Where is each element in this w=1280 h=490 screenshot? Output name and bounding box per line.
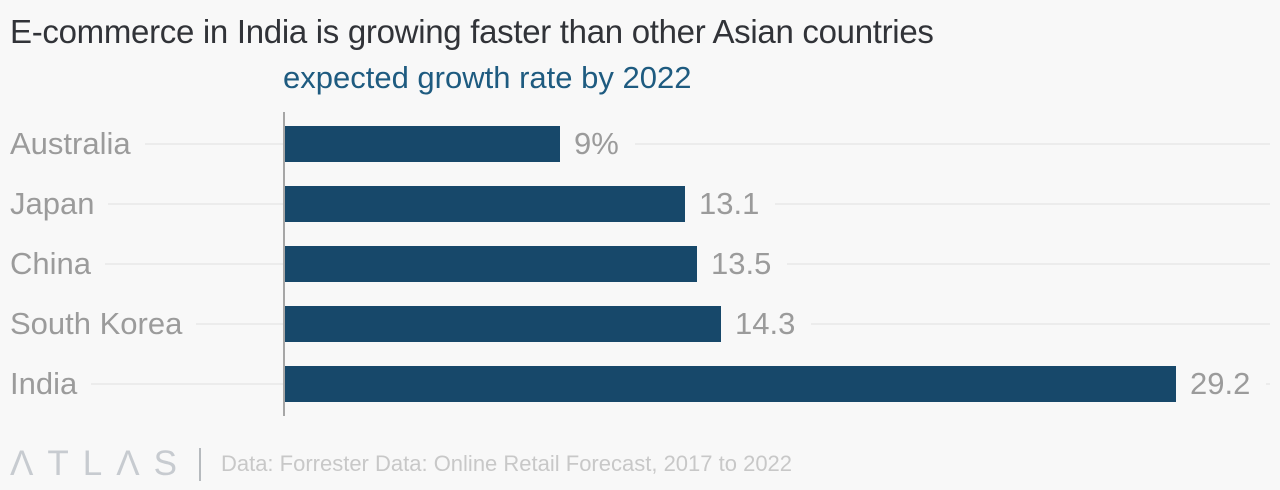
value-label: 13.1: [699, 186, 760, 221]
category-label-area: Australia: [0, 114, 285, 174]
bar: [285, 246, 697, 282]
category-label: Japan: [10, 186, 95, 221]
bar: [285, 186, 685, 222]
category-label-area: China: [0, 234, 285, 294]
y-axis-line: [283, 112, 285, 416]
value-leader-line: [1266, 383, 1270, 385]
chart-subtitle: expected growth rate by 2022: [283, 60, 692, 95]
bar-row: China 13.5: [0, 234, 1280, 294]
label-leader-line: [108, 203, 283, 205]
bar: [285, 366, 1176, 402]
chart-title: E-commerce in India is growing faster th…: [10, 13, 934, 50]
bar-chart-plot: Australia 9% Japan 13.1 China 13.5 South…: [0, 112, 1280, 416]
footer-divider: [198, 447, 201, 481]
value-leader-line: [787, 263, 1270, 265]
bar: [285, 126, 560, 162]
bar: [285, 306, 721, 342]
category-label-area: India: [0, 354, 285, 414]
bar-rows: Australia 9% Japan 13.1 China 13.5 South…: [0, 114, 1280, 414]
label-leader-line: [91, 383, 283, 385]
footer: ΛTLΛS Data: Forrester Data: Online Retai…: [10, 442, 1270, 486]
label-leader-line: [196, 323, 283, 325]
value-label: 13.5: [711, 246, 772, 281]
value-label: 29.2: [1190, 366, 1251, 401]
category-label: China: [10, 246, 91, 281]
data-source-text: Data: Forrester Data: Online Retail Fore…: [220, 451, 793, 476]
bar-row: India 29.2: [0, 354, 1280, 414]
chart-header: E-commerce in India is growing faster th…: [0, 0, 1280, 97]
category-label: South Korea: [10, 306, 183, 341]
value-leader-line: [811, 323, 1270, 325]
category-label-area: Japan: [0, 174, 285, 234]
label-leader-line: [105, 263, 283, 265]
value-leader-line: [775, 203, 1270, 205]
value-label: 14.3: [735, 306, 796, 341]
bar-row: Japan 13.1: [0, 174, 1280, 234]
atlas-logo: ΛTLΛS: [10, 444, 191, 483]
label-leader-line: [144, 143, 283, 145]
bar-row: Australia 9%: [0, 114, 1280, 174]
bar-row: South Korea 14.3: [0, 294, 1280, 354]
value-leader-line: [634, 143, 1270, 145]
category-label: India: [10, 366, 78, 401]
value-label: 9%: [574, 126, 619, 161]
category-label: Australia: [10, 126, 131, 161]
category-label-area: South Korea: [0, 294, 285, 354]
